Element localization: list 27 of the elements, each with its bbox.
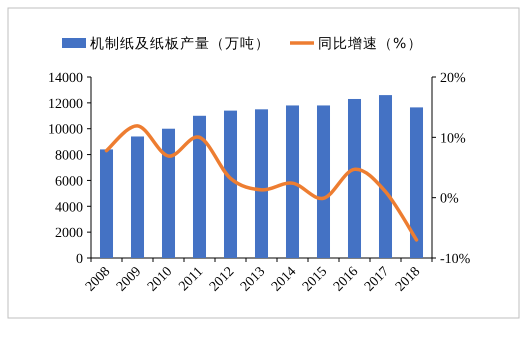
y-tick-label: 0 [76,252,83,267]
bar [378,95,392,258]
legend-label: 机制纸及纸板产量（万吨） [90,36,270,52]
y2-tick-label: -10% [440,252,471,267]
y-tick-label: 12000 [48,96,83,112]
legend-label: 同比增速（%） [318,36,422,52]
bar [316,105,330,258]
y2-tick-label: 0% [440,192,459,207]
y2-tick-label: 20% [440,71,466,86]
y-tick-label: 10000 [48,122,83,138]
bar [162,128,176,258]
bar [224,110,238,258]
bar [130,136,144,258]
y-tick-label: 4000 [55,200,83,216]
line-series [104,124,418,242]
x-tick-label: 2011 [176,264,206,294]
y-tick-label: 2000 [55,226,83,242]
bar [286,105,300,258]
bar [410,107,424,258]
y-tick-label: 14000 [48,71,83,86]
bar [100,149,114,258]
bar [254,109,268,258]
y-tick-label: 8000 [55,148,83,164]
bar [348,98,362,258]
y2-tick-label: 10% [440,131,466,146]
y-tick-label: 6000 [55,174,83,190]
bar [192,116,206,258]
